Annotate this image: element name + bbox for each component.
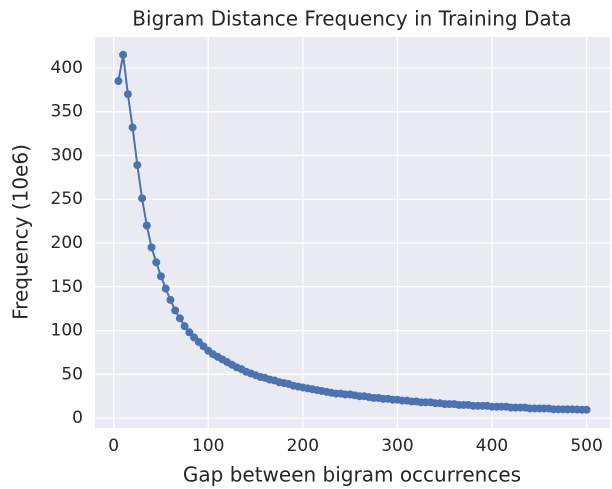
point (119, 50, 128, 59)
y-tick-label: 150 (51, 277, 83, 297)
y-tick-label: 100 (51, 321, 83, 341)
point (166, 295, 175, 304)
x-tick-label: 400 (476, 436, 508, 456)
y-tick-label: 250 (51, 189, 83, 209)
y-axis-label: Frequency (10e6) (9, 144, 33, 320)
point (133, 161, 142, 170)
point (180, 322, 189, 331)
y-tick-label: 0 (72, 408, 83, 428)
point (171, 306, 180, 315)
chart-title: Bigram Distance Frequency in Training Da… (132, 7, 571, 31)
point (147, 243, 156, 252)
x-tick-label: 300 (381, 436, 413, 456)
x-tick-label: 100 (192, 436, 224, 456)
x-tick-label: 200 (287, 436, 319, 456)
point (128, 123, 137, 132)
x-tick-label: 0 (108, 436, 119, 456)
point (582, 405, 591, 414)
y-tick-label: 300 (51, 145, 83, 165)
point (123, 90, 132, 99)
y-tick-label: 200 (51, 233, 83, 253)
point (114, 77, 123, 86)
y-tick-label: 50 (61, 364, 83, 384)
point (175, 314, 184, 323)
point (138, 194, 147, 203)
point (142, 221, 151, 230)
plot-background (95, 37, 610, 428)
y-tick-label: 350 (51, 102, 83, 122)
point (185, 328, 194, 337)
x-axis-label: Gap between bigram occurrences (183, 463, 521, 487)
point (156, 272, 165, 281)
point (161, 284, 170, 293)
y-tick-label: 400 (51, 58, 83, 78)
point (152, 258, 161, 267)
x-tick-label: 500 (570, 436, 602, 456)
